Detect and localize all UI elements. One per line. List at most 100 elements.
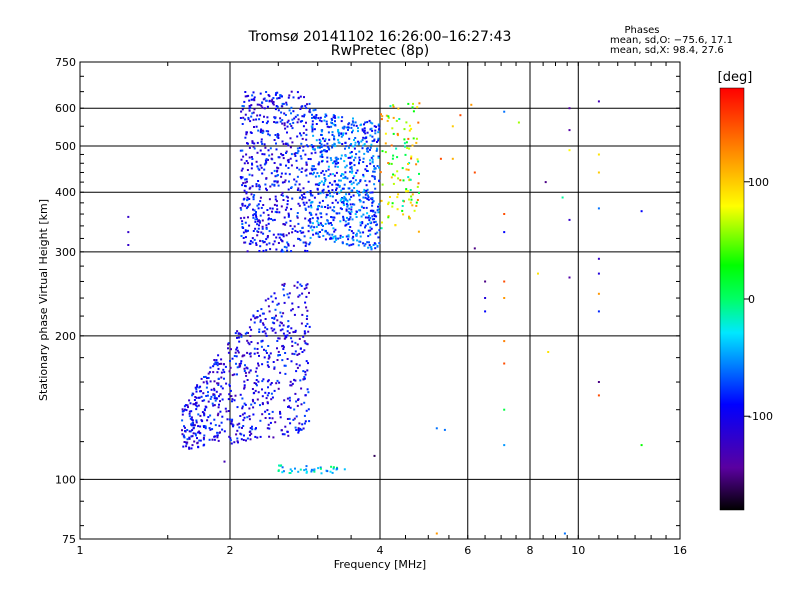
data-point [283,399,286,402]
data-point [358,150,361,153]
data-point [324,150,327,153]
data-point [205,386,208,389]
data-point [229,360,231,362]
data-point [277,233,280,236]
data-point [232,424,235,427]
data-point [398,118,401,120]
data-point [337,132,340,135]
data-point [392,105,395,108]
data-point [252,196,255,198]
data-point [364,193,367,196]
data-point [260,128,263,131]
data-point [340,198,343,200]
data-point [293,284,296,287]
data-point [301,423,304,426]
data-point [249,242,252,245]
data-point [345,145,348,148]
data-point [355,232,358,235]
data-point [377,124,380,127]
data-point [287,434,290,437]
data-point [503,362,506,365]
data-point [256,165,259,168]
data-point [278,211,281,214]
data-point [305,284,308,287]
data-point [344,141,347,144]
data-point [190,418,193,421]
data-point [181,408,184,411]
data-point [245,133,248,136]
data-point [309,226,312,229]
data-point [279,321,282,324]
data-point [257,362,259,365]
data-point [305,144,308,147]
data-point [321,153,324,156]
data-point [321,189,324,192]
data-point [301,313,304,316]
data-point [408,147,411,150]
data-point [350,151,353,153]
data-point [224,407,227,410]
data-point [239,393,242,396]
data-point [294,341,297,344]
data-point [257,219,260,222]
data-point [262,211,265,214]
data-point [311,194,314,197]
data-point [323,119,326,122]
data-point [257,129,260,132]
data-point [244,184,246,187]
data-point [349,156,352,159]
data-point [304,217,307,220]
data-point [203,399,206,402]
data-point [195,404,198,407]
colorbar-tick-label: 100 [748,176,769,189]
data-point [200,377,203,380]
data-point [256,398,259,401]
data-point [267,149,270,152]
data-point [233,399,236,402]
data-point [296,212,299,214]
data-point [197,431,200,434]
data-point [503,213,506,215]
data-point [204,425,207,428]
data-point [377,205,379,208]
data-point [264,326,267,329]
data-point [373,214,376,216]
data-point [315,114,318,116]
data-point [330,125,333,128]
data-point [361,221,364,224]
data-point [252,118,255,121]
data-point [213,397,216,400]
data-point [332,123,335,126]
data-point [243,386,246,389]
data-point [213,380,216,383]
data-point [333,174,336,177]
data-point [597,257,600,260]
data-point [238,340,241,343]
data-point [256,114,259,117]
data-point [289,406,292,409]
data-point [226,418,229,421]
data-point [326,204,329,207]
data-point [243,162,246,165]
data-point [308,102,311,105]
data-point [408,124,411,127]
data-point [271,219,274,222]
data-point [193,424,196,427]
data-point [281,283,284,286]
data-point [247,229,249,232]
data-point [182,434,185,437]
data-point [310,152,313,155]
data-point [503,280,506,283]
data-point [190,435,193,438]
data-point [273,292,276,295]
data-point [374,211,377,214]
data-point [396,170,399,173]
data-point [298,364,301,367]
data-point [248,418,251,421]
data-point [213,363,216,366]
data-point [277,354,280,357]
data-point [261,101,264,104]
data-point [271,98,274,101]
data-point [289,123,292,125]
data-point [369,233,372,236]
